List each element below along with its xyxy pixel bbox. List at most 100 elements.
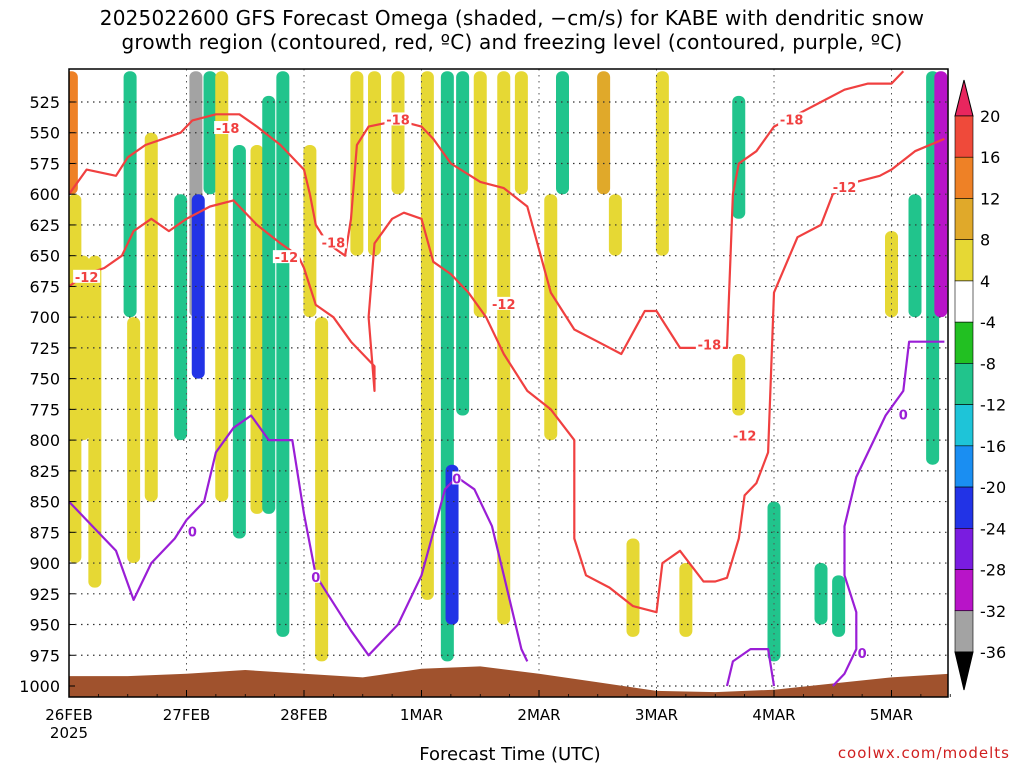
contour-line xyxy=(69,414,529,662)
contour-label: -12 xyxy=(492,298,516,313)
contour-label-bg xyxy=(384,112,412,126)
x-axis-title: Forecast Time (UTC) xyxy=(419,744,601,765)
contour-label: 0 xyxy=(858,647,867,662)
contour-label-bg xyxy=(73,269,101,283)
colorbar-tick-label: 20 xyxy=(980,107,1000,126)
contour-label: 0 xyxy=(452,472,461,487)
omega-streak xyxy=(732,354,746,416)
omega-streak xyxy=(215,71,229,502)
colorbar-segment xyxy=(954,610,974,653)
x-tick-label: 27FEB xyxy=(163,706,210,724)
omega-streak xyxy=(732,95,746,219)
omega-streak xyxy=(276,71,290,637)
y-tick-label: 775 xyxy=(29,400,60,419)
colorbar-tick-label: -20 xyxy=(980,478,1006,497)
contours xyxy=(69,70,945,687)
x-year-label: 2025 xyxy=(50,724,88,742)
colorbar-tick-label: -12 xyxy=(980,396,1006,415)
contour-label: -18 xyxy=(322,236,346,251)
y-tick-label: 875 xyxy=(29,523,60,542)
omega-streak xyxy=(76,255,90,441)
omega-streak xyxy=(767,501,781,662)
colorbar-segment xyxy=(954,445,974,488)
colorbar: 20 16 12 8 4 -4 -8 -12 -16 -20 -24 -28 -32 -36 xyxy=(954,79,1006,691)
chart-title-line-1: 2025022600 GFS Forecast Omega (shaded, −… xyxy=(99,6,925,30)
colorbar-tick-label: -24 xyxy=(980,519,1006,538)
contour-line xyxy=(69,137,945,614)
contour-label: -18 xyxy=(216,122,240,137)
omega-streak xyxy=(232,145,246,539)
y-tick-label: 900 xyxy=(29,554,60,573)
contour-label-bg xyxy=(898,407,908,421)
contour-label-bg xyxy=(857,646,867,660)
omega-streak xyxy=(445,464,459,625)
plot-frame xyxy=(68,68,949,698)
y-tick-label: 525 xyxy=(29,93,60,112)
contour-label: -18 xyxy=(386,113,410,128)
y-tick-label: 600 xyxy=(29,185,60,204)
terrain-fill xyxy=(69,666,948,697)
omega-streak xyxy=(191,194,205,379)
omega-streak xyxy=(456,71,470,416)
contour-label-bg xyxy=(272,250,300,264)
contour-label: -12 xyxy=(833,181,857,196)
omega-streak xyxy=(473,71,487,318)
contour-label: 0 xyxy=(899,409,908,424)
contour-label-bg xyxy=(778,112,806,126)
omega-streak xyxy=(250,145,264,514)
x-axis: 26FEB 27FEB 28FEB 1MAR 2MAR 3MAR 4MAR 5MAR xyxy=(45,690,951,724)
omega-streak xyxy=(497,71,511,625)
colorbar-segment xyxy=(954,404,974,447)
colorbar-tick-label: 16 xyxy=(980,148,1000,167)
omega-streak xyxy=(88,255,102,588)
colorbar-tick-label: -28 xyxy=(980,561,1006,580)
contour-labels: -18 -18 -18 -18 -18 -12 -12 -12 -12 -12 0 0 0 0 0 xyxy=(73,112,908,662)
omega-streak xyxy=(679,563,693,637)
colorbar-segment xyxy=(954,115,974,158)
contour-label-bg xyxy=(319,235,347,249)
colorbar-tick-label: 8 xyxy=(980,231,990,250)
colorbar-segment xyxy=(954,528,974,570)
colorbar-tick-label: -36 xyxy=(980,643,1006,662)
omega-streak xyxy=(514,71,528,195)
colorbar-tick-label: -8 xyxy=(980,354,996,373)
colorbar-tick-label: 4 xyxy=(980,272,990,291)
colorbar-segment xyxy=(954,486,974,529)
x-tick-label: 26FEB xyxy=(45,706,92,724)
contour-label-bg xyxy=(187,524,197,538)
y-axis: 525 550 575 600 625 650 675 700 725 750 775 800 825 8… xyxy=(19,93,75,696)
y-tick-label: 675 xyxy=(29,277,60,296)
x-tick-label: 1MAR xyxy=(400,706,443,724)
omega-streak xyxy=(262,95,276,514)
colorbar-segment xyxy=(954,363,974,405)
omega-streak xyxy=(814,563,828,625)
colorbar-bottom-arrow xyxy=(954,651,974,691)
colorbar-segment xyxy=(954,280,974,323)
y-tick-label: 975 xyxy=(29,646,60,665)
omega-streak xyxy=(315,317,329,662)
omega-streak xyxy=(174,194,188,441)
y-tick-label: 1000 xyxy=(19,677,60,696)
contour-label-bg xyxy=(695,337,723,351)
omega-streak xyxy=(655,71,669,256)
y-tick-label: 800 xyxy=(29,431,60,450)
terrain xyxy=(69,666,948,697)
y-tick-label: 825 xyxy=(29,462,60,481)
chart-title-line-2: growth region (contoured, red, ºC) and f… xyxy=(121,30,903,54)
colorbar-segment xyxy=(954,569,974,612)
colorbar-tick-label: -32 xyxy=(980,602,1006,621)
y-tick-label: 575 xyxy=(29,154,60,173)
omega-streak xyxy=(420,71,434,600)
colorbar-segment xyxy=(954,239,974,282)
contour-line xyxy=(832,340,945,687)
x-tick-label: 5MAR xyxy=(870,706,913,724)
contour-label: 0 xyxy=(188,525,197,540)
colorbar-top-arrow xyxy=(954,79,974,117)
y-tick-label: 700 xyxy=(29,308,60,327)
x-tick-label: 2MAR xyxy=(517,706,560,724)
x-tick-label: 28FEB xyxy=(280,706,327,724)
omega-streak xyxy=(350,71,364,256)
contour-label-bg xyxy=(452,471,462,485)
contour-label: -18 xyxy=(698,338,722,353)
contour-label: -12 xyxy=(275,251,299,266)
